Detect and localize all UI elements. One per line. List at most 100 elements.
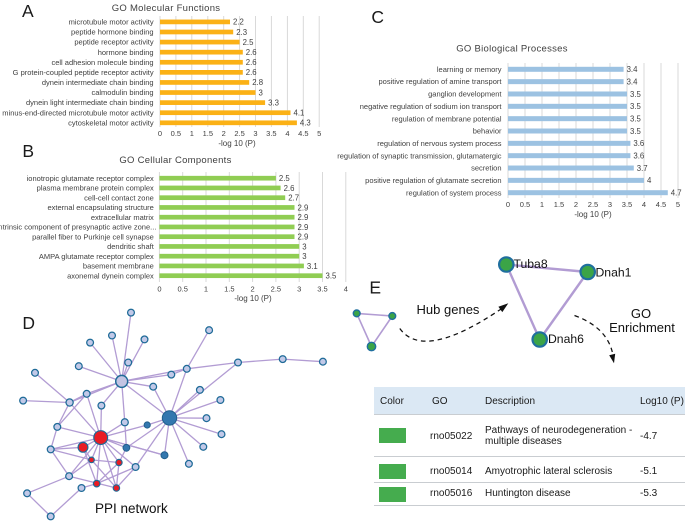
svg-text:GO Cellular Components: GO Cellular Components [119,155,231,166]
svg-text:Tuba8: Tuba8 [514,257,548,271]
svg-text:0.5: 0.5 [520,200,530,209]
svg-text:parallel fiber to Purkinje cel: parallel fiber to Purkinje cell synapse [32,232,154,241]
svg-text:3.1: 3.1 [307,262,318,271]
svg-text:external encapsulating structu: external encapsulating structure [47,203,153,212]
svg-text:1: 1 [204,285,208,294]
svg-text:GO: GO [631,306,651,321]
svg-text:ganglion development: ganglion development [428,90,502,99]
svg-text:3.5: 3.5 [630,127,642,136]
svg-text:G protein-coupled peptide rece: G protein-coupled peptide receptor activ… [13,68,154,77]
svg-text:2.7: 2.7 [288,194,299,203]
svg-text:minus-end-directed microtubule: minus-end-directed microtubule motor act… [2,108,154,117]
svg-text:4.7: 4.7 [671,189,682,198]
svg-text:2.5: 2.5 [271,285,281,294]
svg-text:-log 10 (P): -log 10 (P) [234,294,272,303]
svg-text:2: 2 [574,200,578,209]
svg-text:learning or memory: learning or memory [437,65,502,74]
svg-text:3.4: 3.4 [627,65,639,74]
svg-text:3.5: 3.5 [630,102,642,111]
svg-text:1: 1 [540,200,544,209]
svg-text:4: 4 [285,129,289,138]
svg-text:basement membrane: basement membrane [83,262,154,271]
svg-text:cytoskeletal motor activity: cytoskeletal motor activity [68,118,154,127]
svg-text:positive regulation of amine t: positive regulation of amine transport [379,77,503,86]
svg-text:GO Biological Processes: GO Biological Processes [456,44,568,55]
svg-text:4.3: 4.3 [300,119,311,128]
svg-text:2.6: 2.6 [246,68,257,77]
svg-text:E: E [369,278,381,298]
svg-text:B: B [22,141,34,161]
svg-text:3: 3 [608,200,612,209]
svg-text:3: 3 [302,242,306,251]
svg-text:2: 2 [251,285,255,294]
svg-text:behavior: behavior [473,127,502,136]
svg-text:4.1: 4.1 [294,109,305,118]
svg-text:3.5: 3.5 [326,272,338,281]
svg-text:3.6: 3.6 [633,139,644,148]
svg-text:GO Molecular Functions: GO Molecular Functions [112,3,221,14]
svg-text:3.3: 3.3 [268,98,279,107]
svg-text:3.5: 3.5 [317,285,327,294]
svg-text:2.6: 2.6 [246,48,257,57]
svg-text:regulation of membrane potenti: regulation of membrane potential [392,114,502,123]
svg-text:dynein light intermediate chai: dynein light intermediate chain binding [26,98,154,107]
svg-text:3: 3 [297,285,301,294]
svg-text:3: 3 [253,129,257,138]
svg-text:2.9: 2.9 [298,223,309,232]
svg-text:2.5: 2.5 [243,38,255,47]
svg-text:3.5: 3.5 [622,200,632,209]
svg-text:2.9: 2.9 [298,233,309,242]
svg-text:plasma membrane protein comple: plasma membrane protein complex [37,184,154,193]
svg-text:1.5: 1.5 [554,200,564,209]
svg-text:regulation of synaptic transmi: regulation of synaptic transmission, glu… [337,151,501,160]
svg-text:0.5: 0.5 [177,285,187,294]
svg-text:dendritic shaft: dendritic shaft [107,242,155,251]
svg-text:3: 3 [302,252,306,261]
svg-text:3.4: 3.4 [627,77,639,86]
svg-text:3: 3 [259,88,263,97]
svg-text:Dnah1: Dnah1 [596,266,632,280]
svg-text:intrinsic component of presyna: intrinsic component of presynaptic activ… [0,223,156,232]
svg-text:peptide hormone binding: peptide hormone binding [71,28,154,37]
svg-text:-log 10 (P): -log 10 (P) [574,210,612,219]
svg-text:regulation of system process: regulation of system process [406,188,502,197]
svg-text:-log 10 (P): -log 10 (P) [218,139,256,148]
svg-text:4.5: 4.5 [656,200,666,209]
svg-text:Hub genes: Hub genes [417,302,480,317]
svg-text:microtubule motor activity: microtubule motor activity [69,18,154,27]
svg-text:extracellular matrix: extracellular matrix [91,213,154,222]
svg-text:2.6: 2.6 [246,58,257,67]
svg-text:3.5: 3.5 [630,114,642,123]
svg-text:secretion: secretion [471,164,501,173]
svg-text:3.5: 3.5 [630,90,642,99]
svg-text:2.6: 2.6 [284,184,295,193]
svg-text:2.5: 2.5 [279,174,291,183]
svg-text:0.5: 0.5 [171,129,181,138]
svg-text:1.5: 1.5 [224,285,234,294]
svg-text:dynein intermediate chain bind: dynein intermediate chain binding [42,78,154,87]
svg-text:D: D [22,313,35,333]
svg-text:regulation of nervous system p: regulation of nervous system process [377,139,501,148]
svg-text:ionotropic glutamate receptor: ionotropic glutamate receptor complex [27,174,154,183]
svg-text:3.7: 3.7 [637,164,648,173]
svg-text:hormone binding: hormone binding [98,48,154,57]
svg-text:positive regulation of glutama: positive regulation of glutamate secreti… [365,176,501,185]
svg-text:0: 0 [506,200,510,209]
svg-text:1.5: 1.5 [203,129,213,138]
svg-text:5: 5 [676,200,680,209]
svg-text:PPI network: PPI network [95,501,168,516]
svg-text:AMPA glutamate receptor comple: AMPA glutamate receptor complex [39,252,154,261]
svg-text:cell adhesion molecule binding: cell adhesion molecule binding [51,58,153,67]
svg-text:A: A [22,1,34,21]
svg-text:2.8: 2.8 [252,78,263,87]
svg-text:peptide receptor activity: peptide receptor activity [74,38,153,47]
svg-text:4: 4 [344,285,348,294]
svg-text:2.5: 2.5 [588,200,598,209]
svg-text:4: 4 [642,200,646,209]
svg-text:0: 0 [158,129,162,138]
svg-text:5: 5 [317,129,321,138]
svg-text:axonemal dynein complex: axonemal dynein complex [67,271,154,280]
svg-text:2.9: 2.9 [298,203,309,212]
svg-text:2.5: 2.5 [234,129,244,138]
svg-text:C: C [371,7,384,27]
